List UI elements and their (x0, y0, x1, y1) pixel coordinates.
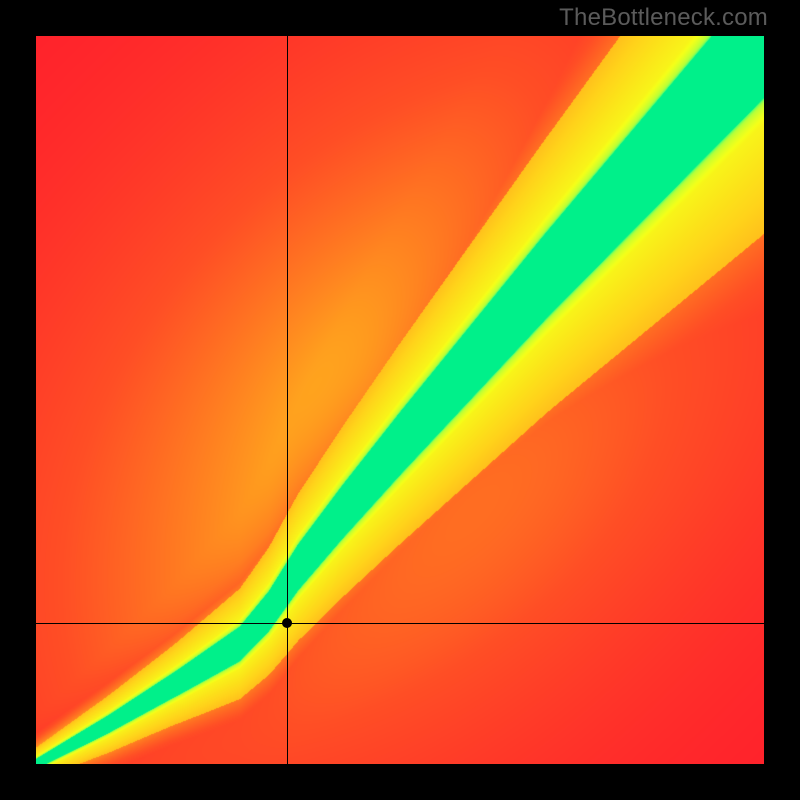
crosshair-marker (282, 618, 292, 628)
bottleneck-heatmap (36, 36, 764, 764)
chart-container: TheBottleneck.com (0, 0, 800, 800)
attribution-text: TheBottleneck.com (559, 4, 768, 32)
crosshair-vertical (287, 36, 288, 764)
crosshair-horizontal (36, 623, 764, 624)
plot-area (36, 36, 764, 764)
